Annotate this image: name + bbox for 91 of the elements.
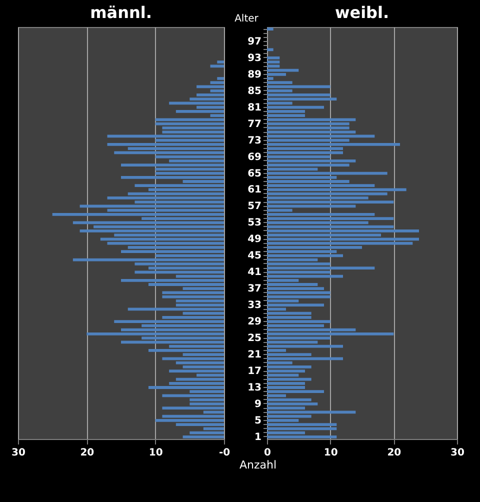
bar [148,348,224,352]
bar [267,436,337,438]
bar [267,134,375,138]
y-tick-label: 89 [248,69,262,80]
y-tick-label: 53 [248,218,262,229]
y-tick-label: 25 [248,333,262,344]
y-tick-label: 9 [254,398,262,410]
x-tick-label: 30 [450,448,464,458]
bar [267,106,324,109]
bar [267,28,274,30]
x-tick-label: 0 [264,448,272,458]
bar [267,304,324,307]
y-tick-label: 29 [248,316,262,328]
bar [267,200,394,204]
bar [134,270,224,274]
y-tick-label: 93 [248,52,262,64]
bar [267,230,419,232]
bar [107,142,224,146]
bar [267,357,343,360]
bar [267,320,330,324]
y-tick-label: 61 [248,184,262,196]
bar [210,64,224,68]
bar [162,295,224,298]
bar [267,390,324,394]
y-tick-label: 41 [248,267,262,278]
bar [267,56,280,60]
bar [121,340,224,344]
bar [155,122,224,126]
bar [182,436,224,438]
x-tick-label: 30 [12,448,26,458]
bar [176,110,224,113]
bar [267,423,337,426]
bar [114,320,224,324]
y-tick-label: 81 [248,102,262,114]
bar [267,60,280,64]
bar [162,357,224,360]
y-tick-label: 21 [248,350,262,361]
bar [107,134,224,138]
y-tick-label: 57 [248,201,262,212]
bar [267,217,394,220]
bar [267,332,394,336]
bar [86,332,224,336]
bar [134,184,224,188]
y-tick-label: 69 [248,152,262,163]
y-tick-label: 5 [254,415,262,426]
bar [267,238,419,241]
y-tick-label: 33 [248,300,262,312]
chart-title: männl. [90,3,152,22]
bar [267,365,312,368]
bar [107,196,224,200]
y-tick-label: 85 [248,86,262,97]
y-axis-title: Alter [234,14,260,24]
bar [267,312,312,315]
bar [267,295,330,298]
bar [121,278,224,282]
y-tick-label: 17 [248,366,262,378]
bar [267,159,356,162]
bar [80,230,224,232]
bar [267,402,318,406]
bar [267,48,274,52]
bar [121,176,224,179]
bar [114,151,224,154]
x-tick-label: 10 [148,448,163,458]
y-tick-label: 73 [248,135,262,146]
y-tick-label: 13 [248,382,262,394]
y-tick-label: 49 [248,234,262,246]
x-tick-label: 20 [387,448,402,458]
y-tick-label: 65 [248,168,262,180]
bar [267,266,375,270]
bar [100,238,224,241]
y-tick-label: 97 [248,36,262,48]
chart-title: weibl. [334,3,390,22]
bar [121,164,224,166]
bar [267,254,343,258]
y-tick-label: 37 [248,284,262,295]
bar [267,98,337,101]
bar [267,151,343,154]
x-tick-label: 10 [324,448,338,458]
bar [267,142,400,146]
x-tick-label: -0 [218,448,230,458]
bar [155,419,224,422]
x-axis-title: Anzahl [240,458,277,472]
y-tick-label: 1 [254,432,262,443]
bar [169,370,224,372]
bar [148,386,224,389]
bar [162,406,224,410]
y-tick-label: 45 [248,250,262,262]
x-tick-label: 20 [80,448,94,458]
y-tick-label: 77 [248,118,262,130]
bar [52,213,224,216]
bar [121,250,224,253]
